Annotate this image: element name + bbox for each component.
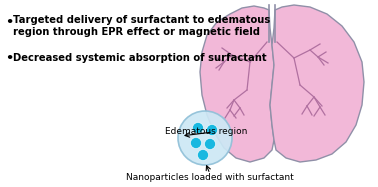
Text: region through EPR effect or magnetic field: region through EPR effect or magnetic fi… <box>13 27 260 37</box>
Circle shape <box>204 139 215 149</box>
Text: •: • <box>5 16 13 28</box>
Text: •: • <box>5 51 13 65</box>
Text: Edematous region: Edematous region <box>165 128 247 137</box>
Text: Targeted delivery of surfactant to edematous: Targeted delivery of surfactant to edema… <box>13 15 270 25</box>
Circle shape <box>191 137 201 148</box>
Text: Nanoparticles loaded with surfactant: Nanoparticles loaded with surfactant <box>126 172 294 182</box>
Circle shape <box>206 125 217 136</box>
Text: Decreased systemic absorption of surfactant: Decreased systemic absorption of surfact… <box>13 53 266 63</box>
Polygon shape <box>270 5 364 162</box>
Circle shape <box>178 111 232 165</box>
Circle shape <box>197 149 209 160</box>
Circle shape <box>192 122 203 134</box>
Polygon shape <box>200 6 274 162</box>
